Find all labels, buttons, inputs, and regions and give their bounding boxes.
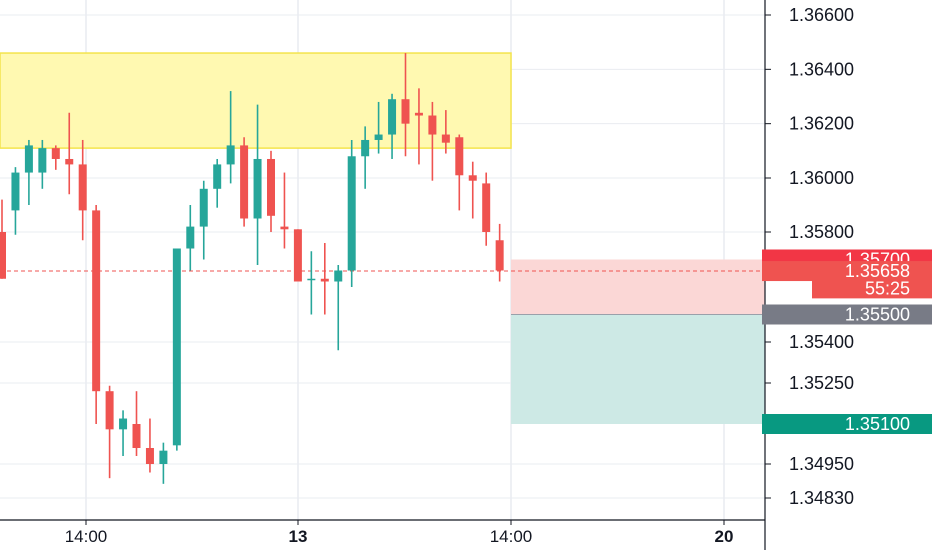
candle-body <box>361 139 370 157</box>
candle-body <box>92 210 101 392</box>
candle-body <box>172 248 181 446</box>
candle-body <box>455 137 464 176</box>
time-tick-label: 14:00 <box>490 527 533 546</box>
candle-body <box>51 148 60 159</box>
candle-body <box>186 226 195 249</box>
candle-body <box>280 226 289 230</box>
price-badge-label: 55:25 <box>865 278 910 298</box>
candle-body <box>0 232 6 279</box>
price-badge-label: 1.35658 <box>845 261 910 281</box>
candle-body <box>159 450 168 464</box>
candle-body <box>374 134 383 140</box>
candle-body <box>78 164 87 211</box>
candle-body <box>145 448 154 464</box>
candle-body <box>441 134 450 143</box>
candle-body <box>468 175 477 181</box>
price-badge <box>812 278 932 299</box>
candle-body <box>240 145 249 219</box>
candle-body <box>347 156 356 271</box>
price-tick-label: 1.35250 <box>789 373 854 393</box>
price-badge <box>762 261 932 282</box>
candle-body <box>495 240 504 271</box>
candle-body <box>253 158 262 219</box>
candle-body <box>401 99 410 124</box>
candle-body <box>11 172 20 211</box>
candle-body <box>65 158 74 165</box>
price-badge <box>762 414 932 434</box>
price-tick-label: 1.34830 <box>789 488 854 508</box>
time-tick-label: 13 <box>289 527 308 546</box>
candle-body <box>119 418 128 430</box>
candle-body <box>293 229 302 282</box>
candle-body <box>38 148 47 173</box>
take-profit-zone <box>511 314 765 424</box>
price-badge-label: 1.35500 <box>845 305 910 325</box>
candle-body <box>388 99 397 135</box>
price-badge <box>762 304 932 325</box>
candle-body <box>24 145 33 173</box>
candle-body <box>482 183 491 232</box>
price-badge-label: 1.35100 <box>845 414 910 434</box>
candle-body <box>428 115 437 135</box>
supply-zone <box>0 52 512 149</box>
candle-body <box>334 270 343 282</box>
price-tick-label: 1.34950 <box>789 454 854 474</box>
price-tick-label: 1.36000 <box>789 168 854 188</box>
time-tick-label: 14:00 <box>65 527 108 546</box>
stop-loss-zone <box>511 259 765 315</box>
price-tick-label: 1.36600 <box>789 5 854 25</box>
price-tick-label: 1.36200 <box>789 114 854 134</box>
candle-body <box>132 424 141 448</box>
candle-body <box>320 278 329 282</box>
candle-body <box>307 278 316 281</box>
price-tick-label: 1.36400 <box>789 59 854 79</box>
price-tick-label: 1.35400 <box>789 332 854 352</box>
candle-body <box>105 391 114 430</box>
candle-body <box>414 112 423 116</box>
candle-body <box>199 188 208 227</box>
candle-body <box>267 158 275 216</box>
candle-body <box>226 145 235 165</box>
time-tick-label: 20 <box>715 527 734 546</box>
price-tick-label: 1.35800 <box>789 222 854 242</box>
candle-body <box>213 164 222 189</box>
